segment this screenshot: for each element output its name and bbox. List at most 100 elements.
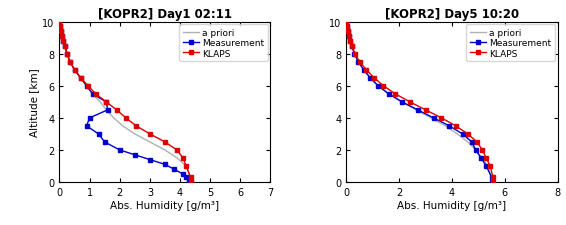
Measurement bbox=[344, 26, 350, 29]
Measurement bbox=[346, 40, 353, 43]
a priori bbox=[174, 157, 181, 160]
KLAPS bbox=[438, 117, 445, 120]
KLAPS bbox=[380, 85, 387, 88]
KLAPS bbox=[133, 125, 140, 128]
Measurement bbox=[56, 21, 63, 24]
a priori bbox=[375, 85, 381, 88]
KLAPS bbox=[392, 93, 398, 96]
a priori bbox=[385, 93, 392, 96]
Measurement bbox=[360, 69, 367, 72]
a priori bbox=[442, 125, 449, 128]
KLAPS bbox=[453, 125, 460, 128]
Measurement bbox=[147, 159, 153, 161]
a priori bbox=[484, 165, 491, 168]
a priori bbox=[345, 36, 352, 38]
KLAPS bbox=[113, 109, 120, 112]
KLAPS bbox=[57, 26, 63, 29]
KLAPS bbox=[406, 101, 413, 104]
KLAPS bbox=[161, 141, 168, 144]
Measurement bbox=[117, 149, 123, 152]
KLAPS bbox=[183, 165, 190, 168]
Measurement bbox=[483, 165, 490, 168]
Measurement bbox=[63, 53, 70, 56]
Measurement bbox=[103, 101, 110, 104]
a priori bbox=[161, 149, 168, 152]
a priori bbox=[427, 117, 434, 120]
Measurement bbox=[57, 26, 63, 29]
KLAPS bbox=[62, 45, 68, 48]
a priori bbox=[103, 109, 110, 112]
Measurement bbox=[343, 21, 350, 24]
Legend: a priori, Measurement, KLAPS: a priori, Measurement, KLAPS bbox=[179, 25, 268, 62]
Measurement bbox=[77, 77, 84, 80]
Measurement bbox=[183, 176, 190, 179]
Measurement bbox=[101, 141, 108, 144]
a priori bbox=[56, 21, 63, 24]
KLAPS bbox=[344, 31, 351, 34]
Measurement bbox=[488, 181, 495, 184]
a priori bbox=[360, 69, 367, 72]
a priori bbox=[454, 133, 461, 136]
Measurement bbox=[86, 117, 93, 120]
KLAPS bbox=[147, 133, 153, 136]
a priori bbox=[348, 45, 355, 48]
KLAPS bbox=[351, 53, 358, 56]
Line: KLAPS: KLAPS bbox=[345, 21, 495, 184]
KLAPS bbox=[363, 69, 370, 72]
KLAPS bbox=[67, 61, 74, 64]
KLAPS bbox=[77, 77, 84, 80]
Measurement bbox=[446, 125, 453, 128]
KLAPS bbox=[490, 181, 496, 184]
a priori bbox=[63, 53, 70, 56]
Measurement bbox=[186, 179, 192, 182]
KLAPS bbox=[59, 40, 66, 43]
KLAPS bbox=[346, 40, 353, 43]
KLAPS bbox=[179, 157, 186, 160]
a priori bbox=[58, 36, 65, 38]
a priori bbox=[57, 26, 63, 29]
KLAPS bbox=[63, 53, 70, 56]
Measurement bbox=[385, 93, 392, 96]
a priori bbox=[488, 181, 495, 184]
Measurement bbox=[89, 93, 96, 96]
a priori bbox=[183, 165, 190, 168]
KLAPS bbox=[474, 141, 481, 144]
KLAPS bbox=[465, 133, 471, 136]
Measurement bbox=[469, 141, 475, 144]
Measurement bbox=[62, 45, 68, 48]
Measurement bbox=[104, 109, 111, 112]
Legend: a priori, Measurement, KLAPS: a priori, Measurement, KLAPS bbox=[466, 25, 555, 62]
Measurement bbox=[131, 154, 138, 156]
a priori bbox=[367, 77, 374, 80]
KLAPS bbox=[371, 77, 378, 80]
KLAPS bbox=[487, 165, 494, 168]
KLAPS bbox=[122, 117, 129, 120]
KLAPS bbox=[422, 109, 429, 112]
Measurement bbox=[473, 149, 479, 152]
Measurement bbox=[345, 36, 352, 38]
a priori bbox=[97, 101, 104, 104]
Measurement bbox=[375, 85, 381, 88]
a priori bbox=[119, 125, 126, 128]
KLAPS bbox=[58, 36, 65, 38]
Measurement bbox=[187, 181, 194, 184]
KLAPS bbox=[356, 61, 363, 64]
KLAPS bbox=[85, 85, 92, 88]
KLAPS bbox=[187, 176, 194, 179]
KLAPS bbox=[174, 149, 181, 152]
KLAPS bbox=[348, 45, 355, 48]
a priori bbox=[344, 26, 350, 29]
KLAPS bbox=[483, 157, 490, 160]
Line: a priori: a priori bbox=[59, 22, 191, 182]
Line: Measurement: Measurement bbox=[58, 21, 192, 184]
Measurement bbox=[95, 133, 102, 136]
Measurement bbox=[170, 168, 177, 171]
Line: Measurement: Measurement bbox=[345, 21, 494, 184]
KLAPS bbox=[56, 21, 63, 24]
a priori bbox=[479, 157, 486, 160]
X-axis label: Abs. Humidity [g/m³]: Abs. Humidity [g/m³] bbox=[110, 200, 220, 210]
Measurement bbox=[59, 40, 66, 43]
Measurement bbox=[83, 125, 90, 128]
a priori bbox=[351, 53, 358, 56]
a priori bbox=[58, 31, 65, 34]
